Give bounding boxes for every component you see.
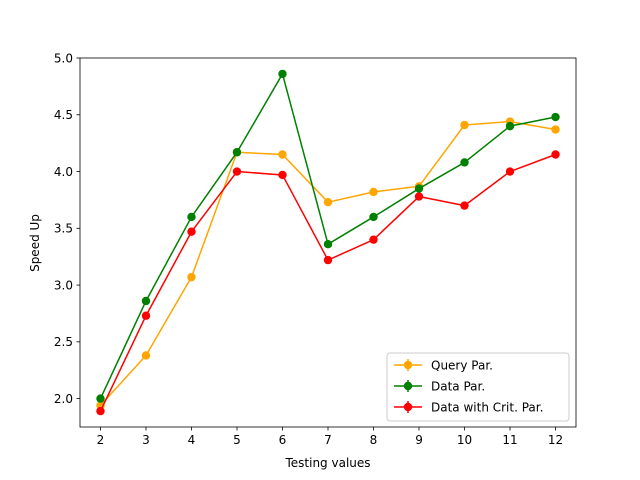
data-point [232, 167, 242, 176]
data-point [460, 120, 469, 130]
y-tick-label: 3.0 [54, 278, 73, 292]
data-point [369, 187, 378, 197]
x-tick-label: 11 [502, 433, 517, 447]
data-point [323, 255, 333, 265]
y-axis-label: Speed Up [28, 214, 42, 272]
x-tick-label: 3 [142, 433, 150, 447]
x-tick-label: 9 [415, 433, 423, 447]
legend-label: Query Par. [431, 358, 493, 372]
data-point [141, 296, 151, 306]
data-point [551, 125, 560, 134]
y-tick-label: 5.0 [54, 51, 73, 65]
x-tick-label: 4 [188, 433, 196, 447]
data-point [323, 240, 333, 249]
y-tick-label: 4.5 [54, 108, 73, 122]
data-point [369, 235, 378, 244]
data-point [141, 351, 151, 360]
x-tick-label: 5 [233, 433, 241, 447]
x-tick-label: 10 [457, 433, 472, 447]
legend-marker [403, 381, 413, 391]
legend: Query Par. Data Par. Data with Crit. Par. [386, 352, 570, 422]
axes-frame [79, 57, 577, 428]
data-point [278, 150, 287, 159]
data-point [96, 394, 105, 403]
x-tick-label: 7 [324, 433, 332, 447]
y-tick-label: 2.0 [54, 392, 73, 406]
x-tick-label: 8 [370, 433, 378, 447]
data-point [505, 121, 515, 131]
data-point [460, 158, 469, 167]
data-point [278, 69, 287, 79]
legend-box [386, 352, 570, 422]
x-tick-label: 6 [279, 433, 287, 447]
plot-area: 2 3 4 5 6 7 8 9 10 11 12 2.0 2.5 3.0 3.5 4.0 4.5 5.0 [54, 51, 577, 447]
data-point [232, 148, 242, 157]
data-point [414, 184, 424, 193]
data-point [460, 201, 469, 210]
data-point [414, 192, 424, 201]
legend-marker [403, 360, 413, 370]
data-point [187, 227, 196, 236]
x-tick-label: 12 [548, 433, 563, 447]
data-point [551, 150, 560, 159]
x-axis-label: Testing values [284, 456, 370, 470]
data-point [96, 406, 105, 416]
data-point [187, 272, 196, 282]
y-tick-label: 3.5 [54, 222, 73, 236]
legend-marker [403, 402, 413, 412]
y-tick-label: 2.5 [54, 335, 73, 349]
data-point [323, 197, 333, 207]
data-point [278, 170, 287, 180]
legend-label: Data with Crit. Par. [431, 400, 543, 414]
x-tick-label: 2 [97, 433, 105, 447]
data-point [141, 311, 151, 320]
data-point [551, 112, 560, 122]
legend-label: Data Par. [431, 379, 485, 393]
data-point [369, 212, 378, 222]
y-tick-label: 4.0 [54, 165, 73, 179]
data-point [187, 212, 196, 222]
data-point [505, 167, 515, 176]
